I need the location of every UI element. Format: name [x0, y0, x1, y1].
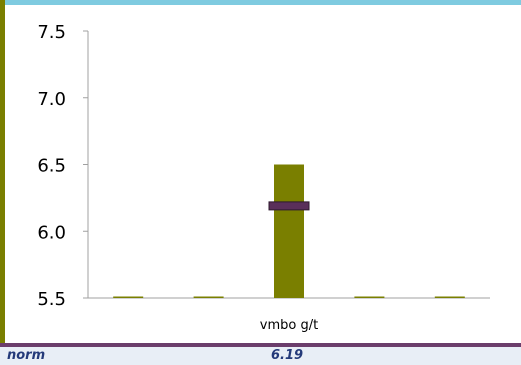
- y-tick-label: 7.0: [37, 89, 66, 110]
- footer-bar: norm 6.19: [0, 347, 521, 365]
- y-tick-label: 5.5: [37, 289, 66, 310]
- bar: [113, 296, 144, 298]
- plot-background: [5, 5, 521, 343]
- left-accent-bar: [0, 0, 5, 347]
- y-tick-label: 7.5: [37, 22, 66, 43]
- x-axis-label: vmbo g/t: [260, 318, 318, 333]
- bar: [274, 164, 304, 298]
- y-axis: 5.5 6.0 6.5 7.0 7.5: [37, 22, 89, 310]
- norm-value: 6.19: [271, 348, 304, 363]
- bar: [434, 296, 465, 298]
- bar-chart: 5.5 6.0 6.5 7.0 7.5 vmbo g/t: [37, 22, 490, 333]
- top-accent-bar: [0, 0, 521, 5]
- separator-line: [0, 343, 521, 347]
- y-tick-label: 6.0: [37, 222, 66, 243]
- norm-marker: [268, 201, 310, 211]
- bar: [354, 296, 385, 298]
- norm-label: norm: [7, 348, 46, 363]
- y-tick-label: 6.5: [37, 156, 66, 177]
- norm-marker-group: [268, 201, 310, 211]
- bar: [193, 296, 224, 298]
- bars-group: [113, 164, 465, 298]
